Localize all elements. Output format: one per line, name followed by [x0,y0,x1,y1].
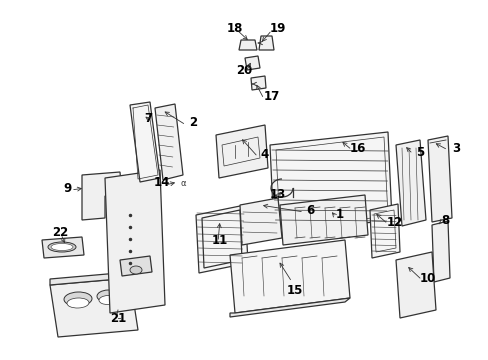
Polygon shape [229,240,349,313]
Text: 19: 19 [269,22,285,35]
Text: 14: 14 [154,176,170,189]
Polygon shape [239,40,257,50]
Text: 5: 5 [415,145,423,158]
Text: 16: 16 [349,141,366,154]
Polygon shape [50,272,130,285]
Polygon shape [259,36,273,50]
Polygon shape [269,132,391,233]
Ellipse shape [97,290,119,302]
Text: 17: 17 [264,90,280,104]
Polygon shape [244,56,260,70]
Polygon shape [431,221,449,282]
Polygon shape [229,298,349,317]
Polygon shape [196,205,247,273]
Ellipse shape [48,242,76,252]
Text: 11: 11 [211,234,228,247]
Ellipse shape [67,298,89,308]
Polygon shape [369,204,399,258]
Polygon shape [240,198,282,245]
Polygon shape [155,104,183,180]
Polygon shape [250,76,265,90]
Text: 13: 13 [269,189,285,202]
Polygon shape [395,252,435,318]
Text: 21: 21 [110,311,126,324]
Polygon shape [280,195,367,245]
Text: 6: 6 [305,203,313,216]
Polygon shape [216,125,267,178]
Text: 4: 4 [260,148,268,162]
Ellipse shape [130,266,142,274]
Polygon shape [50,278,138,337]
Polygon shape [120,256,152,276]
Polygon shape [105,170,164,313]
Text: 22: 22 [52,225,68,238]
Text: 7: 7 [143,112,152,125]
Text: 10: 10 [419,271,435,284]
Text: 15: 15 [286,284,303,297]
Text: 20: 20 [235,63,252,77]
Polygon shape [82,172,122,220]
Text: 12: 12 [386,216,402,229]
Text: α: α [180,179,185,188]
Ellipse shape [64,292,92,306]
Text: 3: 3 [451,141,459,154]
Text: 1: 1 [335,208,344,221]
Polygon shape [42,237,84,258]
Text: 18: 18 [226,22,243,35]
Text: 9: 9 [64,181,72,194]
Ellipse shape [99,296,117,305]
Polygon shape [395,140,425,226]
Polygon shape [427,136,451,222]
Text: 8: 8 [440,213,448,226]
Text: 2: 2 [188,117,197,130]
Polygon shape [130,102,160,182]
Ellipse shape [51,243,73,251]
